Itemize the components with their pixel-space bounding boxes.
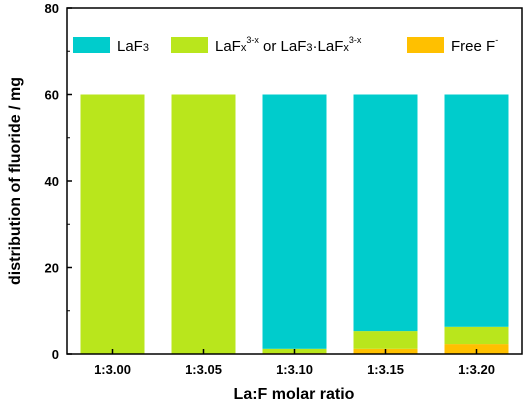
legend-label-lafx: LaFx3-x or LaF3·LaFx3-x bbox=[215, 35, 362, 55]
bar-segment-1305-series-1 bbox=[171, 94, 236, 354]
bars-group bbox=[80, 94, 509, 354]
y-tick-label: 20 bbox=[45, 261, 59, 276]
bar-segment-1320-series-2 bbox=[444, 94, 509, 327]
y-tick-label: 0 bbox=[52, 347, 59, 362]
x-tick-label: 1:3.15 bbox=[367, 362, 404, 377]
legend-label-free-f: Free F- bbox=[451, 35, 498, 55]
x-axis: 1:3.00 1:3.05 1:3.10 1:3.15 1:3.20 bbox=[94, 349, 495, 377]
x-tick-label: 1:3.20 bbox=[458, 362, 495, 377]
bar-segment-1310-series-2 bbox=[262, 94, 327, 349]
x-tick-label: 1:3.10 bbox=[276, 362, 313, 377]
legend-swatch-laf3 bbox=[73, 37, 110, 53]
y-axis-title: distribution of fluoride / mg bbox=[7, 77, 24, 285]
bar-segment-1320-series-1 bbox=[444, 326, 509, 345]
bar-segment-1300-series-1 bbox=[80, 94, 145, 354]
legend: LaF3 LaFx3-x or LaF3·LaFx3-x Free F- bbox=[73, 35, 498, 55]
y-axis: 0 20 40 60 80 bbox=[45, 1, 72, 362]
bar-segment-1315-series-1 bbox=[353, 331, 418, 349]
legend-swatch-lafx bbox=[171, 37, 208, 53]
y-tick-label: 40 bbox=[45, 174, 59, 189]
x-tick-label: 1:3.05 bbox=[185, 362, 222, 377]
y-tick-label: 60 bbox=[45, 88, 59, 103]
bar-segment-1315-series-2 bbox=[353, 94, 418, 332]
legend-label-laf3: LaF3 bbox=[117, 38, 149, 55]
x-axis-title: La:F molar ratio bbox=[234, 386, 355, 403]
y-tick-label: 80 bbox=[45, 1, 59, 16]
x-tick-label: 1:3.00 bbox=[94, 362, 131, 377]
legend-swatch-free-f bbox=[407, 37, 444, 53]
